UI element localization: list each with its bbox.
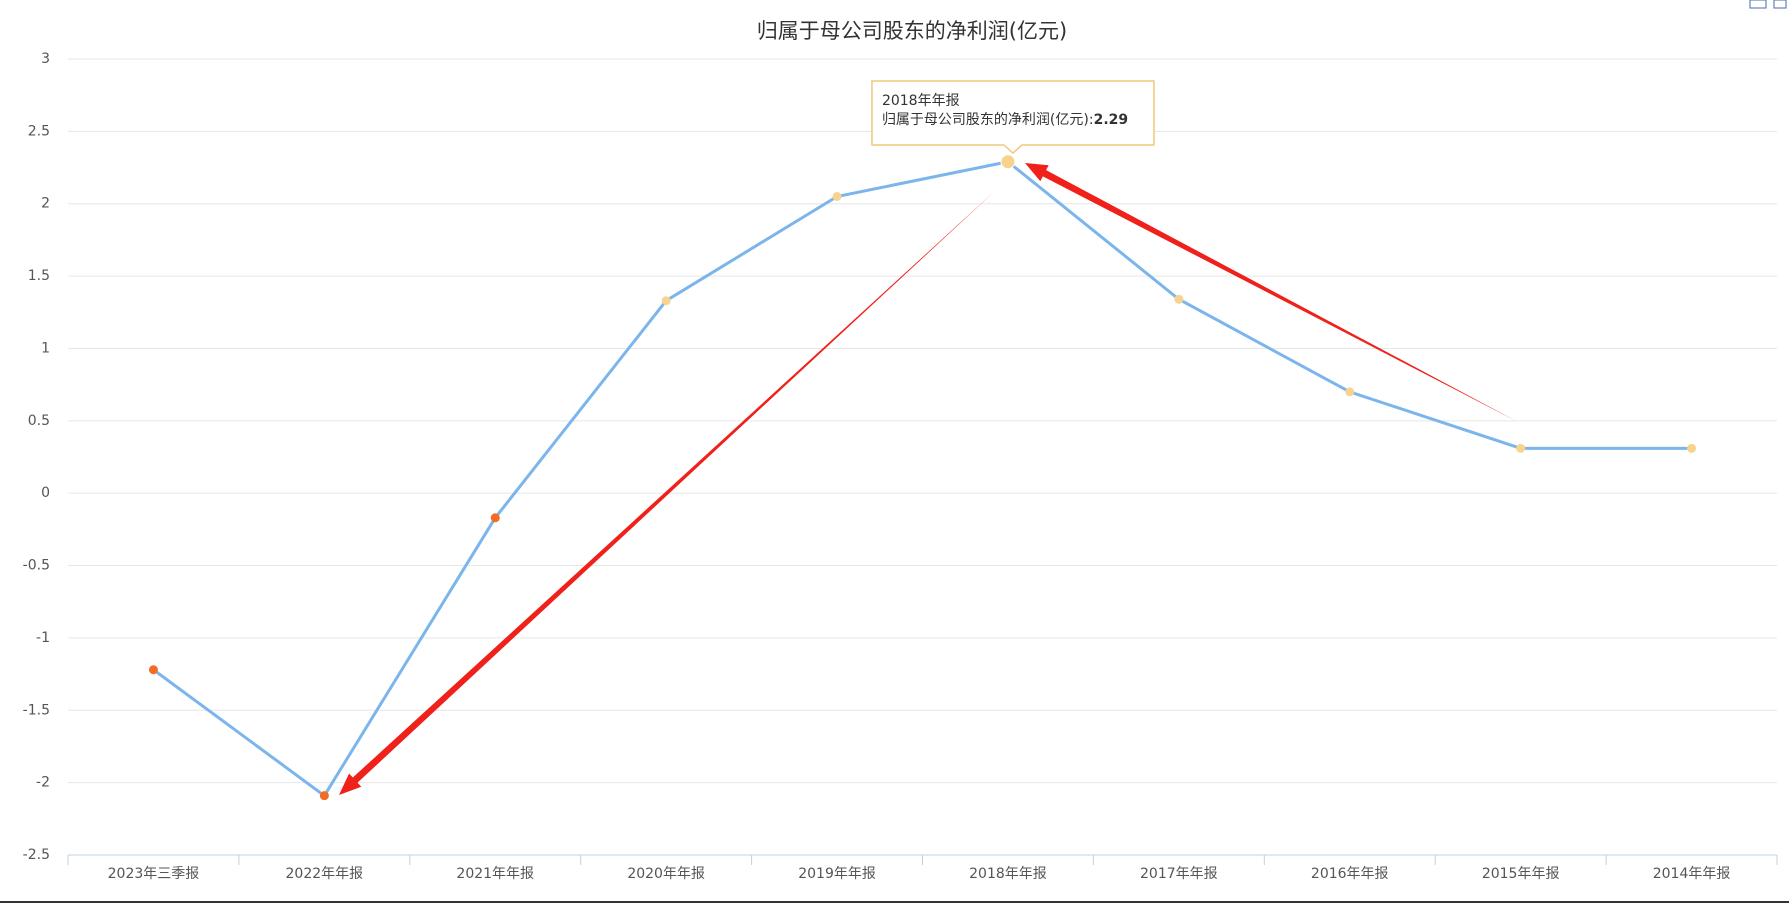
- tool-icon[interactable]: [1749, 0, 1767, 9]
- tool-icon[interactable]: [1773, 0, 1787, 9]
- y-tick-label: 0.5: [28, 413, 50, 429]
- x-tick-label: 2023年三季报: [108, 866, 200, 882]
- tooltip-title: 2018年年报: [882, 93, 960, 109]
- point: [148, 665, 158, 675]
- annotation-arrow: [339, 190, 996, 795]
- point: [1345, 387, 1355, 397]
- y-tick-label: -0.5: [23, 558, 50, 574]
- point: [1000, 154, 1016, 170]
- line: [152, 160, 1692, 798]
- tooltip-box: [871, 80, 1155, 155]
- y-tick-label: -1: [36, 630, 50, 646]
- point: [661, 296, 671, 306]
- tooltip-line: 归属于母公司股东的净利润(亿元):2.29: [882, 111, 1128, 128]
- point: [1516, 443, 1526, 453]
- y-tick-label: 2.5: [28, 123, 50, 139]
- annotation-arrow: [1025, 163, 1518, 422]
- y-tick-label: 3: [41, 51, 50, 67]
- y-tick-label: 1: [41, 340, 50, 356]
- point: [319, 791, 329, 801]
- x-tick-label: 2018年年报: [969, 866, 1047, 882]
- tooltip-value: 2.29: [1094, 112, 1129, 128]
- x-tick-label: 2016年年报: [1311, 866, 1389, 882]
- y-tick-label: -1.5: [23, 702, 50, 718]
- point: [490, 513, 500, 523]
- point: [1174, 294, 1184, 304]
- y-tick-label: 2: [41, 196, 50, 212]
- x-tick-label: 2015年年报: [1482, 866, 1560, 882]
- point: [832, 191, 842, 201]
- tooltip-label: 归属于母公司股东的净利润(亿元):: [882, 111, 1094, 128]
- y-tick-label: -2: [36, 775, 50, 791]
- y-tick-label: 1.5: [28, 268, 50, 284]
- chart-title: 归属于母公司股东的净利润(亿元): [757, 19, 1067, 43]
- point: [1687, 443, 1697, 453]
- x-tick-label: 2014年年报: [1653, 866, 1731, 882]
- x-tick-label: 2017年年报: [1140, 866, 1218, 882]
- toolbox[interactable]: [1749, 0, 1787, 9]
- y-tick-label: 0: [41, 485, 50, 501]
- x-tick-label: 2021年年报: [456, 866, 534, 882]
- x-tick-label: 2022年年报: [286, 866, 364, 882]
- x-tick-label: 2020年年报: [627, 866, 705, 882]
- y-tick-label: -2.5: [23, 847, 50, 863]
- x-tick-label: 2019年年报: [798, 866, 876, 882]
